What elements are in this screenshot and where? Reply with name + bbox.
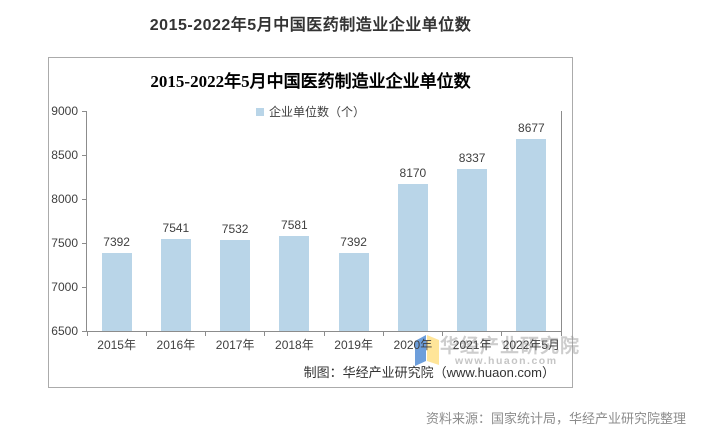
x-tick [205,331,206,336]
bar-value-label: 8677 [518,121,545,136]
x-tick [442,331,443,336]
y-axis-label: 8000 [51,192,78,206]
bar [457,169,488,331]
bar [101,252,132,331]
y-tick [82,242,87,244]
bar-value-label: 8337 [458,151,486,166]
y-tick [82,198,87,200]
x-tick [382,331,384,336]
x-axis-label: 2020年 [393,338,433,352]
legend: 企业单位数（个） [49,103,572,120]
y-tick [82,110,87,112]
page-title: 2015-2022年5月中国医药制造业企业单位数 [149,17,472,34]
chart-container: 2015-2022年5月中国医药制造业企业单位数 企业单位数（个） 7392 20… [48,57,579,388]
x-axis-label: 2015年 [97,338,136,352]
source-note: 资料来源：国家统计局，华经产业研究院整理 [425,411,686,426]
x-tick [264,331,266,336]
x-tick [145,331,147,336]
bar-value-label: 7532 [221,222,249,237]
bar-value-label: 7541 [162,221,190,236]
x-axis-label: 2022年5月 [502,338,561,352]
y-tick [82,330,87,332]
x-axis-label: 2016年 [156,338,196,352]
bar-value-label: 7581 [281,217,308,232]
bar-value-label: 8170 [399,166,427,181]
y-axis-label: 7000 [51,280,78,294]
bar-slot: 7581 2018年 [265,111,324,352]
bar [279,235,310,331]
bar [516,139,547,331]
x-axis-label: 2018年 [275,338,314,352]
bar-slot: 7532 2017年 [206,111,265,352]
bar [338,252,369,331]
x-axis-label: 2017年 [215,338,255,352]
bar-slot: 8170 2020年 [383,111,442,352]
y-tick [82,286,87,288]
x-axis-label: 2019年 [334,338,373,352]
x-tick [86,331,88,336]
x-tick [560,331,562,336]
y-axis-label: 8500 [51,148,78,162]
bar-slot: 7541 2016年 [146,111,205,352]
legend-label: 企业单位数（个） [268,105,365,119]
y-tick [82,154,87,156]
bar [160,239,191,331]
bar-slot: 7392 2015年 [87,111,146,352]
bar [220,240,251,331]
x-tick [501,331,503,336]
bar-slot: 7392 2019年 [324,111,383,352]
legend-marker [255,107,264,116]
y-axis-label: 9000 [51,104,78,118]
plot-area: 7392 2015年 7541 2016年 7532 2017年 7581 2018年 7392… [51,104,562,352]
chart-title: 2015-2022年5月中国医药制造业企业单位数 [150,72,471,91]
y-axis-label: 7500 [51,236,78,250]
x-axis-label: 2021年 [452,338,492,352]
bar-value-label: 7392 [103,234,130,249]
bar [397,184,428,331]
y-axis-label: 6500 [51,324,78,338]
bar-slot: 8677 2022年5月 [502,111,561,352]
chart-caption: 制图：华经产业研究院（www.huaon.com） [303,365,555,380]
x-tick [323,331,325,336]
bar-value-label: 7392 [340,234,367,249]
bar-slot: 8337 2021年 [443,111,502,352]
